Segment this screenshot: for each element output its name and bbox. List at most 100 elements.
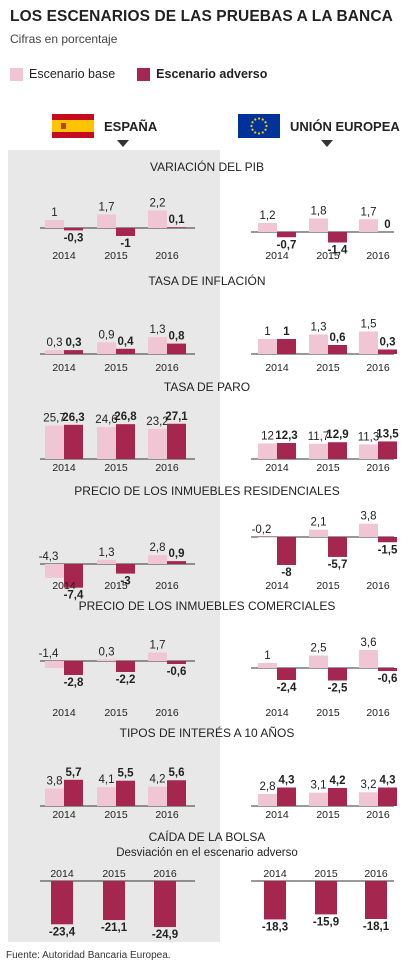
eu-adverse-bar [328, 537, 347, 557]
eu-adverse-bar [277, 668, 296, 680]
spain-year-label: 2015 [104, 362, 128, 374]
spain-base-bar [97, 787, 116, 806]
eu-year-label: 2014 [263, 868, 287, 880]
eu-base-bar [309, 529, 328, 537]
spain-base-bar [45, 350, 64, 354]
eu-adverse-bar [328, 787, 347, 806]
spain-adverse-value-label: 27,1 [165, 411, 188, 423]
spain-year-label: 2016 [155, 250, 179, 262]
spain-adverse-value-label: -23,4 [49, 926, 76, 938]
eu-star [261, 118, 264, 121]
eu-header: UNIÓN EUROPEA [238, 113, 400, 139]
eu-base-bar [309, 334, 328, 354]
chart-subtitle: Desviación en el escenario adverso [116, 847, 298, 859]
legend-label-base: Escenario base [29, 67, 116, 81]
spain-adverse-bar [167, 227, 186, 228]
eu-base-bar [309, 792, 328, 806]
eu-year-label: 2016 [366, 250, 390, 262]
spain-year-label: 2014 [50, 868, 74, 880]
eu-adverse-value-label: -0,7 [277, 239, 297, 251]
spain-panel-background [8, 150, 220, 942]
chart-7: CAÍDA DE LA BOLSA Desviación en el escena… [40, 829, 394, 941]
spain-adverse-bar [167, 561, 186, 564]
spain-base-bar [97, 659, 116, 661]
eu-adverse-bar [277, 232, 296, 238]
spain-adverse-value-label: -2,2 [116, 674, 136, 686]
eu-adverse-value-label: -18,3 [262, 921, 288, 933]
spain-year-label: 2015 [102, 868, 126, 880]
chart-title: PRECIO DE LOS INMUEBLES RESIDENCIALES [74, 484, 339, 498]
eu-adverse-bar [365, 881, 387, 920]
eu-adverse-value-label: -1,4 [328, 245, 348, 257]
spain-adverse-value-label: 0,1 [169, 214, 186, 226]
eu-year-label: 2014 [265, 362, 289, 374]
spain-base-value-label: 25,7 [43, 413, 65, 425]
chart-1: VARIACIÓN DEL PIB1-0,320141,7-120152,20,… [40, 159, 394, 262]
eu-base-value-label: 1 [264, 650, 270, 662]
spain-adverse-value-label: -0,3 [64, 232, 84, 244]
spain-adverse-value-label: 26,3 [62, 412, 84, 424]
eu-star [254, 131, 257, 134]
eu-base-bar [309, 443, 328, 459]
spain-base-value-label: 23,2 [146, 416, 168, 428]
spain-year-label: 2014 [52, 462, 76, 474]
spain-year-label: 2016 [155, 809, 179, 821]
spain-base-value-label: 4,2 [150, 774, 166, 786]
legend-swatch-adverse [137, 67, 151, 81]
spain-base-bar [148, 786, 167, 806]
eu-base-bar [359, 444, 378, 459]
eu-year-label: 2014 [265, 707, 289, 719]
spain-base-bar [97, 214, 116, 228]
eu-adverse-bar [378, 537, 397, 543]
chart-title: TIPOS DE INTERÉS A 10 AÑOS [120, 725, 295, 740]
spain-base-value-label: 0,3 [99, 647, 115, 659]
spain-adverse-bar [51, 881, 73, 925]
chart-title: CAÍDA DE LA BOLSA [149, 829, 266, 844]
eu-adverse-bar [277, 443, 296, 459]
eu-year-label: 2015 [314, 868, 338, 880]
eu-adverse-bar [277, 537, 296, 565]
eu-arrow-icon [321, 140, 333, 147]
spain-base-value-label: -1,4 [39, 648, 59, 660]
spain-base-bar [97, 559, 116, 564]
eu-star [265, 124, 268, 128]
eu-base-bar [258, 537, 277, 538]
eu-adverse-bar [328, 345, 347, 354]
spain-year-label: 2014 [52, 362, 76, 374]
eu-base-bar [359, 331, 378, 354]
chart-title: TASA DE PARO [164, 380, 250, 394]
spain-header: ESPAÑA [52, 113, 157, 139]
spain-adverse-bar [116, 661, 135, 672]
spain-adverse-bar [167, 661, 186, 664]
eu-adverse-value-label: 1 [283, 326, 290, 338]
eu-adverse-bar [378, 441, 397, 459]
spain-adverse-bar [64, 661, 83, 675]
eu-adverse-bar [277, 339, 296, 354]
eu-base-bar [258, 443, 277, 459]
eu-adverse-value-label: 12,3 [275, 430, 297, 442]
spain-base-value-label: 0,9 [99, 329, 115, 341]
spain-adverse-value-label: 5,6 [169, 767, 185, 779]
eu-adverse-bar [328, 668, 347, 681]
eu-star [264, 121, 267, 124]
page-subtitle: Cifras en porcentaje [10, 32, 118, 46]
eu-adverse-value-label: -2,4 [277, 682, 297, 694]
eu-base-bar [309, 655, 328, 668]
eu-adverse-value-label: 0,3 [380, 337, 396, 349]
spain-base-value-label: 2,8 [150, 542, 166, 554]
eu-year-label: 2014 [265, 580, 289, 592]
eu-base-value-label: 3,8 [361, 511, 377, 523]
chart-6: TIPOS DE INTERÉS A 10 AÑOS3,85,720144,15… [40, 725, 397, 821]
eu-base-value-label: 1,7 [361, 206, 377, 218]
eu-year-label: 2016 [366, 362, 390, 374]
spain-year-label: 2015 [104, 462, 128, 474]
eu-base-bar [258, 793, 277, 806]
eu-year-label: 2016 [366, 809, 390, 821]
chart-title: TASA DE INFLACIÓN [148, 273, 265, 288]
eu-adverse-bar [328, 442, 347, 459]
eu-adverse-bar [264, 881, 286, 920]
eu-adverse-value-label: -2,5 [328, 683, 348, 695]
spain-base-value-label: 1,3 [150, 324, 166, 336]
eu-adverse-value-label: 4,3 [380, 775, 396, 787]
